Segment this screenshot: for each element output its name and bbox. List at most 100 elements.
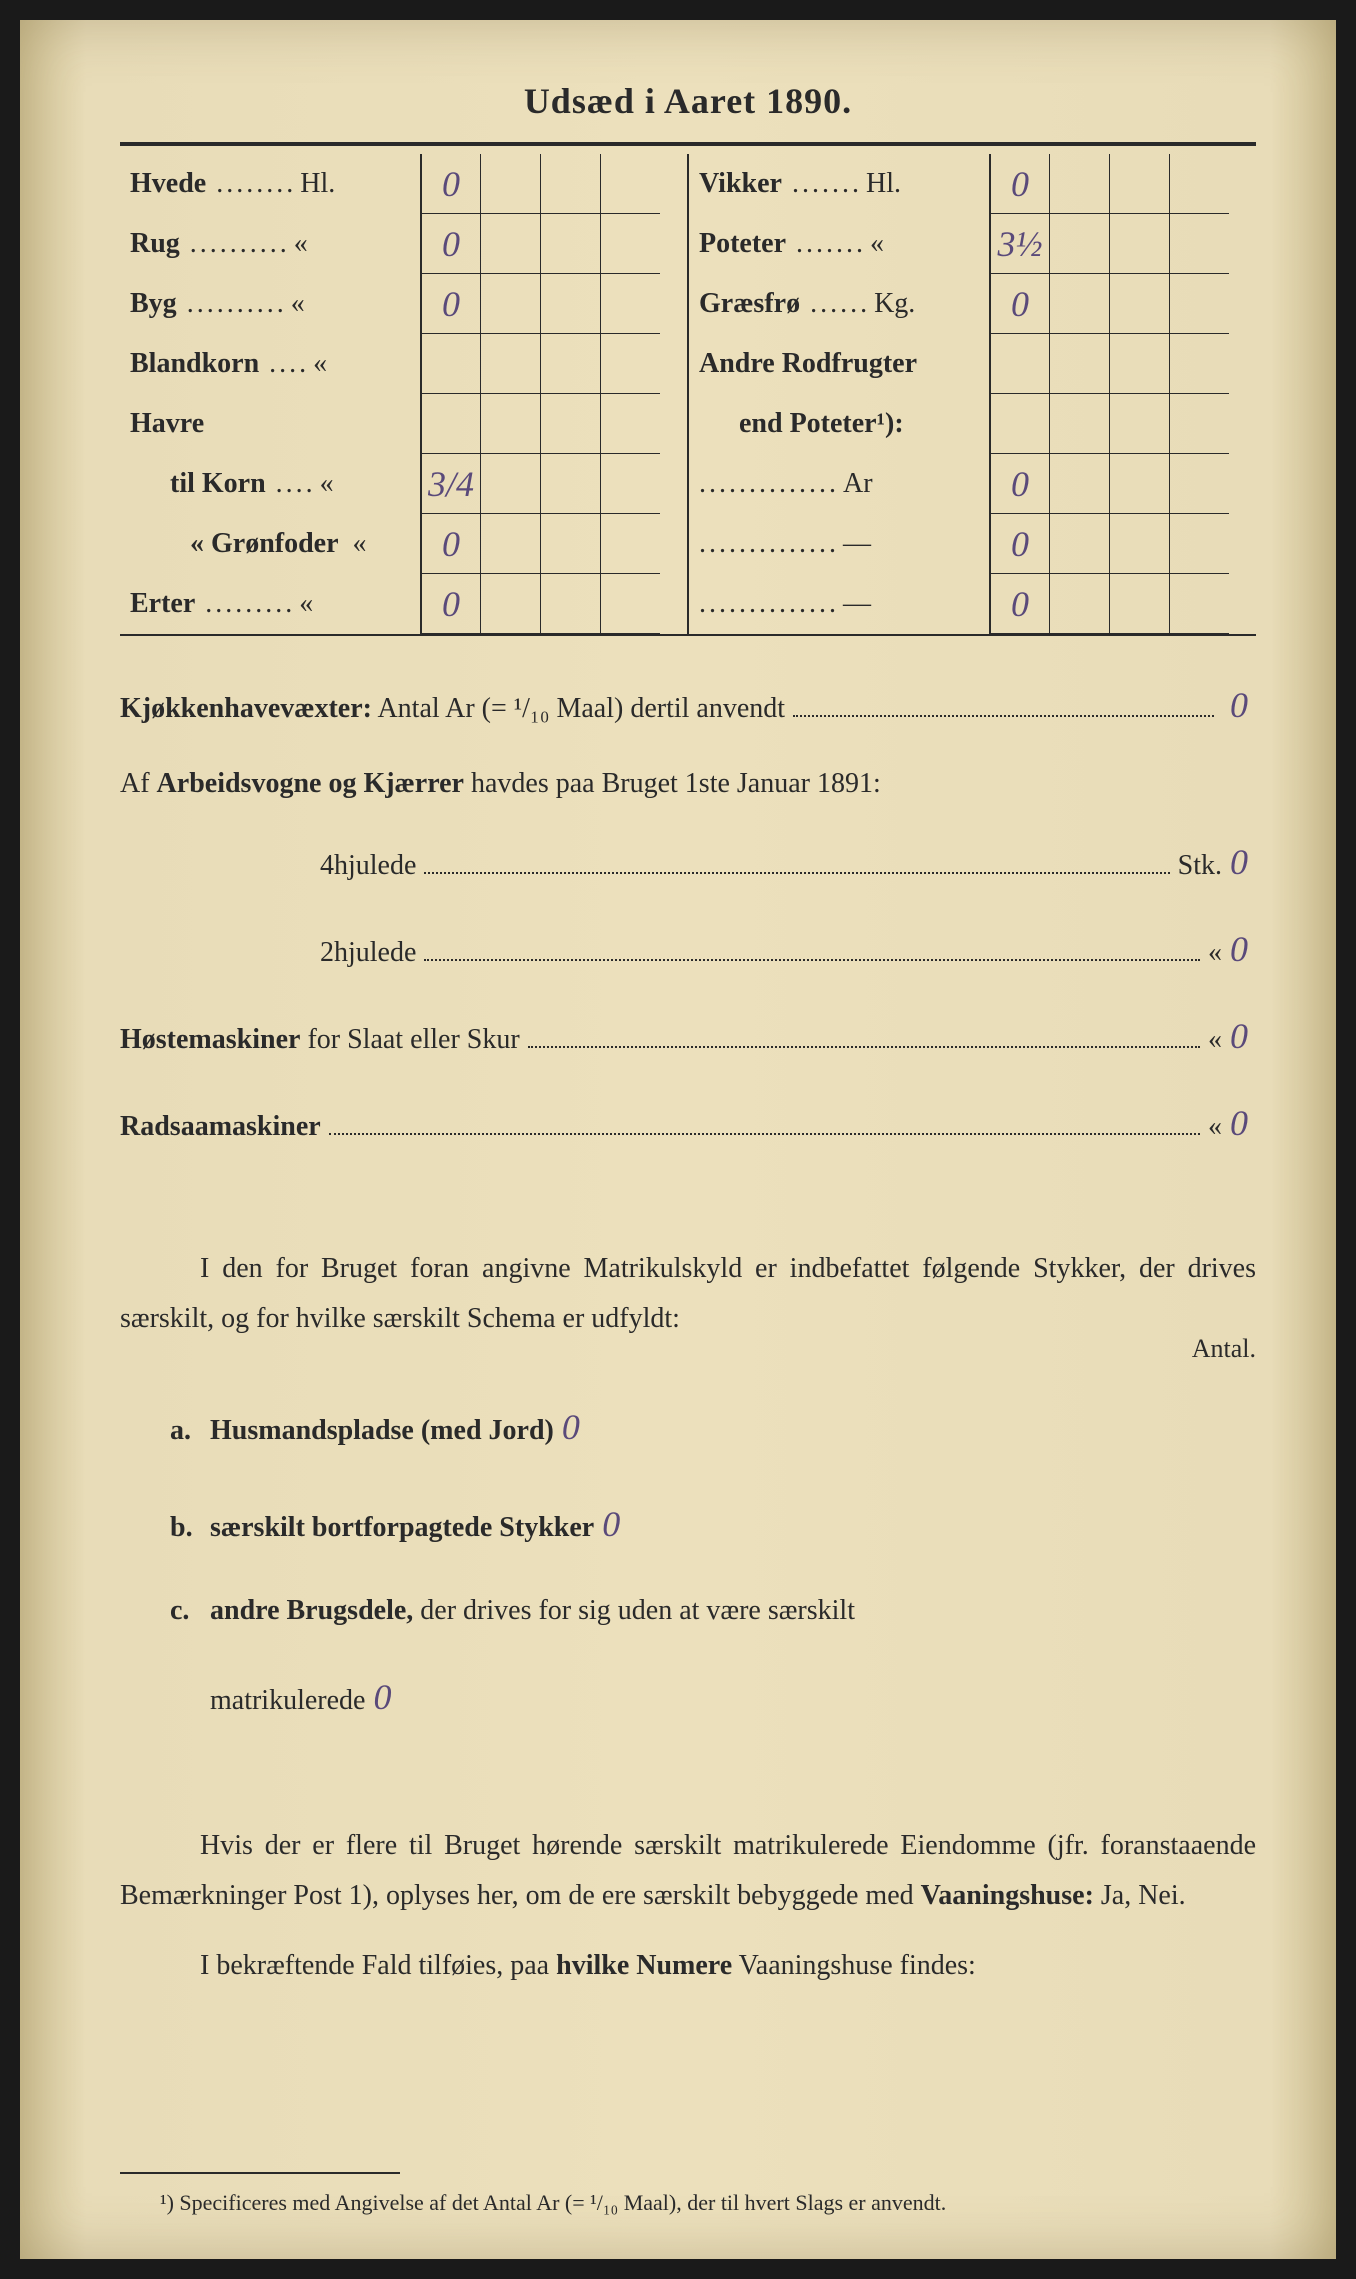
- seeder-line: Radsaamaskiner « 0: [120, 1084, 1256, 1163]
- list-item-c: c. andre Brugsdele, der drives for sig u…: [120, 1577, 1256, 1644]
- text: Af Arbeidsvogne og Kjærrer havdes paa Br…: [120, 753, 881, 815]
- table-row: Vikker .......Hl.0: [689, 154, 1256, 214]
- value-cell: [1169, 514, 1229, 574]
- value-cell: [1049, 454, 1109, 514]
- value-cell: [480, 274, 540, 334]
- value-cell: [600, 214, 660, 274]
- row-label: Græsfrø ......Kg.: [689, 288, 989, 320]
- item-letter: c.: [170, 1577, 210, 1644]
- table-row: ..............—0: [689, 574, 1256, 634]
- row-label: Rug ..........«: [120, 228, 420, 260]
- dotfill: [424, 959, 1200, 961]
- value-cell: 0: [989, 274, 1049, 334]
- two-wheel-line: 2hjulede « 0: [120, 910, 1256, 989]
- table-row: Hvede ........Hl.0: [120, 154, 687, 214]
- value-cell: 0: [420, 154, 480, 214]
- list-item-b: b. særskilt bortforpagtede Stykker 0: [120, 1481, 1256, 1567]
- row-label: ..............—: [689, 528, 989, 560]
- label: 4hjulede: [320, 835, 416, 897]
- value-cell: [480, 574, 540, 634]
- item-text: matrikulerede: [210, 1667, 365, 1734]
- row-label: Andre Rodfrugter: [689, 348, 989, 380]
- sub-list: a. Husmandspladse (med Jord) 0 b. særski…: [120, 1384, 1256, 1740]
- handwritten-value: 0: [1222, 1084, 1256, 1163]
- value-cell: [989, 334, 1049, 394]
- document-page: Udsæd i Aaret 1890. Hvede ........Hl.0Ru…: [20, 20, 1336, 2259]
- row-label: til Korn ....«: [120, 468, 420, 500]
- value-cell: 0: [420, 214, 480, 274]
- handwritten-value: 0: [1222, 823, 1256, 902]
- value-cell: [420, 394, 480, 454]
- value-cell: [1169, 334, 1229, 394]
- table-row: ..............—0: [689, 514, 1256, 574]
- dotfill: [329, 1133, 1200, 1135]
- value-cell: [1169, 274, 1229, 334]
- value-cell: [1109, 454, 1169, 514]
- table-left-column: Hvede ........Hl.0Rug ..........«0Byg ..…: [120, 154, 687, 634]
- value-cell: [1049, 154, 1109, 214]
- dotfill: [793, 715, 1214, 717]
- value-cell: 3/4: [420, 454, 480, 514]
- row-label: Vikker .......Hl.: [689, 168, 989, 200]
- value-cell: [600, 334, 660, 394]
- handwritten-value: 0: [594, 1481, 628, 1567]
- value-cell: [1109, 394, 1169, 454]
- row-label: ..............Ar: [689, 468, 989, 500]
- value-cell: 0: [989, 454, 1049, 514]
- footnote-text: ¹) Specificeres med Angivelse af det Ant…: [120, 2186, 1256, 2219]
- value-cell: [600, 154, 660, 214]
- value-cell: [540, 274, 600, 334]
- value-cell: [1109, 214, 1169, 274]
- value-cell: [1169, 214, 1229, 274]
- item-text-cont: der drives for sig uden at være særskilt: [413, 1595, 855, 1626]
- handwritten-value: 0: [1222, 997, 1256, 1076]
- value-cell: [540, 514, 600, 574]
- table-row: Rug ..........«0: [120, 214, 687, 274]
- value-cell: [480, 214, 540, 274]
- value-cell: [600, 394, 660, 454]
- label: Kjøkkenhavevæxter:: [120, 693, 372, 724]
- value-cell: [540, 454, 600, 514]
- value-cell: [1049, 334, 1109, 394]
- dotfill: [528, 1046, 1200, 1048]
- value-cell: 3½: [989, 214, 1049, 274]
- equipment-section: Kjøkkenhavevæxter: Antal Ar (= ¹/₁₀ Maal…: [120, 666, 1256, 1164]
- footnote-rule: [120, 2172, 400, 2174]
- value-cell: [1049, 274, 1109, 334]
- value-cell: [1109, 274, 1169, 334]
- paragraph-text: Hvis der er flere til Bruget hørende sær…: [120, 1821, 1256, 1922]
- value-cell: [480, 454, 540, 514]
- paragraph-text: I bekræftende Fald tilføies, paa hvilke …: [120, 1941, 1256, 1991]
- table-row: ..............Ar0: [689, 454, 1256, 514]
- row-label: ..............—: [689, 588, 989, 620]
- suffix: «: [1208, 922, 1222, 984]
- suffix: Stk.: [1178, 835, 1222, 897]
- paragraph-text: I den for Bruget foran angivne Matrikuls…: [120, 1244, 1256, 1345]
- value-cell: [1109, 334, 1169, 394]
- item-text: Husmandspladse (med Jord): [210, 1397, 554, 1464]
- value-cell: [1169, 394, 1229, 454]
- row-label: Poteter .......«: [689, 228, 989, 260]
- value-cell: [1049, 214, 1109, 274]
- item-text: andre Brugsdele,: [210, 1595, 413, 1626]
- value-cell: [540, 334, 600, 394]
- text: Antal Ar (= ¹/₁₀ Maal) dertil anvendt: [372, 693, 785, 724]
- paragraph-3: I bekræftende Fald tilføies, paa hvilke …: [120, 1941, 1256, 1991]
- value-cell: [540, 574, 600, 634]
- table-row: end Poteter¹):: [689, 394, 1256, 454]
- value-cell: [540, 214, 600, 274]
- value-cell: 0: [420, 574, 480, 634]
- item-letter: b.: [170, 1494, 210, 1561]
- dotfill: [424, 872, 1169, 874]
- value-cell: [540, 394, 600, 454]
- value-cell: [1049, 394, 1109, 454]
- sowing-table: Hvede ........Hl.0Rug ..........«0Byg ..…: [120, 154, 1256, 636]
- value-cell: [600, 514, 660, 574]
- text: for Slaat eller Skur: [300, 1024, 519, 1055]
- value-cell: [1109, 154, 1169, 214]
- table-right-column: Vikker .......Hl.0Poteter .......«3½Græs…: [687, 154, 1256, 634]
- value-cell: [480, 154, 540, 214]
- handwritten-value: 0: [365, 1654, 399, 1740]
- table-row: Blandkorn ....«: [120, 334, 687, 394]
- row-label: Hvede ........Hl.: [120, 168, 420, 200]
